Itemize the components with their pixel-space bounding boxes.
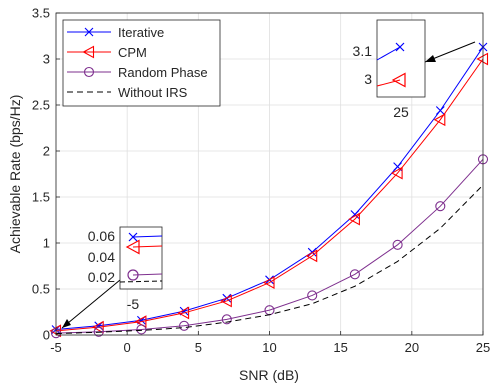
inset-right-ytick-1: 3.1 [353,43,373,59]
legend-marker-cpm [82,45,95,59]
data-point-random-phase-8 [392,239,403,250]
series-layer [49,42,489,339]
series-random-phase [50,154,489,339]
inset-left-iterative-marker [128,232,138,242]
inset-left-random-marker [127,269,139,281]
inset-right-cpm-line [376,79,401,87]
inset-left-cpm-line [132,245,163,248]
data-point-random-phase-9 [435,201,446,212]
data-point-cpm-8 [390,166,403,180]
legend-label-without-irs: Without IRS [118,85,188,100]
inset-left-arrow [61,279,121,329]
data-point-cpm-1 [92,320,104,334]
x-tick-label-6: 25 [476,340,490,355]
inset-right-xtick: 25 [393,104,409,120]
series-cpm [49,52,489,338]
data-point-random-phase-1 [93,326,104,337]
legend-marker-iterative [84,27,94,37]
inset-right-ytick-2: 3 [364,71,372,87]
data-point-cpm-9 [433,113,446,127]
y-tick-label-0: 0 [43,328,50,343]
x-tick-label-5: 20 [405,340,419,355]
data-point-cpm-2 [134,315,147,329]
x-tick-label-0: -5 [50,340,62,355]
legend-label-iterative: Iterative [118,25,164,40]
x-tick-label-1: 0 [124,340,131,355]
inset-left-cpm-marker [125,239,140,255]
data-point-random-phase-6 [307,290,318,301]
inset-right-frame [376,19,426,98]
series-line-random-phase [55,158,484,334]
y-tick-label-6: 3 [43,52,50,67]
legend-marker-random-phase [83,66,95,78]
data-point-cpm-5 [262,276,275,289]
inset-left-ytick-1: 0.06 [88,228,115,244]
legend-label-random-phase: Random Phase [118,65,208,80]
y-tick-label-5: 2.5 [32,98,50,113]
y-tick-label-2: 1 [43,236,50,251]
inset-left-without-irs-line [119,280,163,283]
inset-right-iterative-marker [395,42,405,52]
inset-right: 3.1 3 25 [353,19,476,120]
data-point-random-phase-7 [349,269,360,280]
x-tick-label-4: 15 [333,340,347,355]
x-tick-label-3: 10 [262,340,276,355]
inset-left-arrowhead [62,319,71,328]
data-point-random-phase-3 [179,320,190,331]
data-point-cpm-7 [348,212,360,226]
x-tick-label-2: 5 [195,340,202,355]
inset-right-arrowhead [425,55,436,62]
y-tick-label-7: 3.5 [32,6,50,21]
y-tick-label-1: 0.5 [32,282,50,297]
inset-right-cpm-marker [391,72,406,88]
inset-left-ytick-2: 0.04 [88,249,115,265]
inset-left-frame [119,226,163,290]
y-tick-label-3: 1.5 [32,190,50,205]
inset-right-iterative-line [376,46,401,61]
y-tick-label-4: 2 [43,144,50,159]
legend-label-cpm: CPM [118,45,147,60]
data-point-random-phase-2 [136,324,147,335]
data-point-cpm-4 [220,294,232,308]
inset-left-ytick-3: 0.02 [88,269,115,285]
inset-left: 0.06 0.04 0.02 -5 [61,226,163,329]
data-point-iterative-9 [435,106,445,115]
series-line-cpm [55,58,484,332]
data-point-cpm-10 [476,52,489,66]
inset-left-xtick: -5 [127,296,140,312]
inset-left-iterative-line [132,235,163,238]
data-point-cpm-6 [305,249,318,263]
data-point-cpm-3 [177,306,190,320]
data-point-random-phase-4 [221,314,232,325]
x-axis-label: SNR (dB) [239,367,299,383]
data-point-cpm-0 [49,324,62,338]
legend: Iterative CPM Random Phase Without IRS [62,19,221,107]
y-axis-label: Achievable Rate (bps/Hz) [7,95,23,254]
